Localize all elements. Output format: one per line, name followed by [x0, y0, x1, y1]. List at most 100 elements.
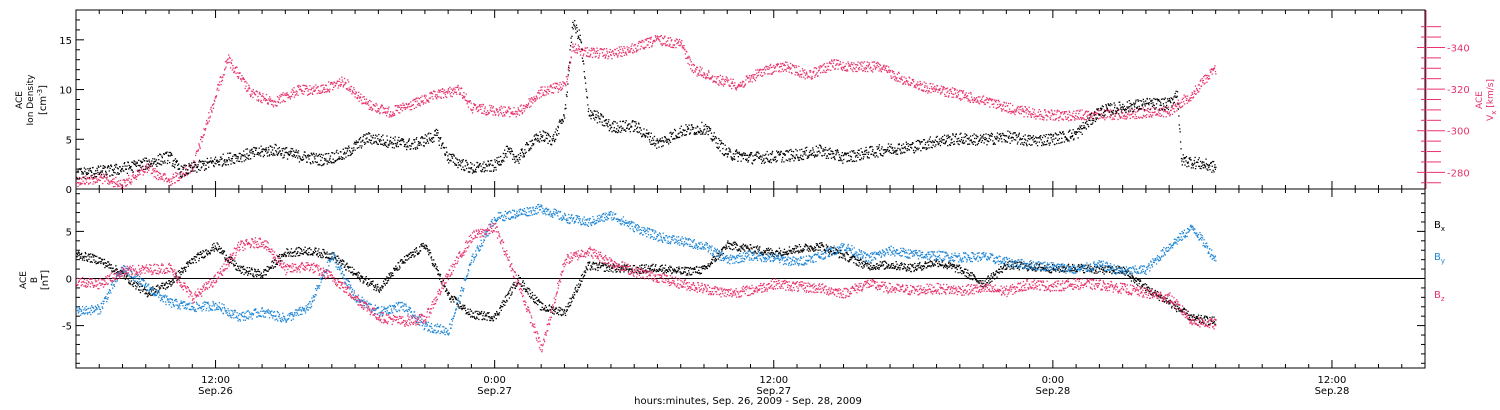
density-series-dot — [92, 166, 94, 169]
velocity-series-dot — [816, 72, 818, 74]
density-series-dot — [493, 166, 495, 169]
velocity-series-dot — [777, 63, 779, 66]
velocity-series-dot — [331, 82, 333, 84]
density-series-dot — [81, 173, 83, 175]
velocity-series-dot — [893, 73, 895, 75]
density-series-dot — [679, 127, 681, 130]
density-series-dot — [560, 122, 562, 124]
density-series-dot — [663, 141, 665, 143]
density-series-dot — [176, 159, 178, 162]
velocity-series-dot — [957, 94, 960, 96]
velocity-series-dot — [795, 66, 798, 68]
density-series-dot — [685, 134, 687, 136]
velocity-series-dot — [742, 80, 744, 82]
velocity-series-dot — [888, 71, 891, 73]
density-series-dot — [165, 152, 168, 154]
velocity-series-dot — [439, 89, 441, 91]
velocity-series-dot — [145, 166, 148, 169]
velocity-series-dot — [231, 69, 233, 71]
velocity-series-dot — [954, 89, 956, 91]
density-series-dot — [837, 150, 839, 152]
density-series-dot — [705, 125, 708, 128]
density-series-dot — [963, 142, 965, 145]
velocity-series-dot — [1166, 111, 1168, 113]
density-series-dot — [365, 138, 367, 140]
velocity-series-dot — [113, 178, 115, 180]
velocity-series-dot — [662, 38, 665, 40]
velocity-series-dot — [219, 81, 221, 83]
density-series-dot — [546, 134, 548, 136]
density-series-dot — [146, 168, 148, 170]
velocity-series-dot — [487, 113, 489, 115]
density-series-dot — [270, 151, 272, 153]
velocity-series-dot — [206, 123, 208, 125]
velocity-series-dot — [986, 101, 988, 104]
density-series-dot — [418, 144, 420, 146]
density-series-dot — [392, 143, 394, 145]
velocity-series-dot — [1059, 116, 1061, 119]
density-series-dot — [480, 165, 482, 167]
velocity-series-dot — [701, 67, 703, 69]
density-series-dot — [254, 153, 256, 156]
velocity-series-dot — [295, 94, 297, 96]
density-series-dot — [92, 176, 95, 179]
density-series-dot — [900, 151, 902, 153]
velocity-series-dot — [979, 96, 981, 98]
density-series-dot — [766, 158, 769, 160]
velocity-series-dot — [628, 51, 630, 53]
density-series-dot — [811, 154, 813, 156]
velocity-series-dot — [442, 90, 444, 93]
density-series-dot — [674, 129, 677, 132]
velocity-series-dot — [152, 169, 154, 171]
velocity-series-dot — [96, 181, 98, 183]
velocity-series-dot — [209, 115, 211, 117]
density-series-dot — [585, 90, 588, 92]
density-series-dot — [1057, 134, 1060, 136]
velocity-series-dot — [321, 84, 323, 86]
density-series-dot — [231, 160, 233, 162]
velocity-series-dot — [197, 149, 200, 151]
density-series-dot — [956, 138, 958, 140]
velocity-series-dot — [806, 77, 809, 79]
density-series-dot — [755, 153, 757, 155]
density-series-dot — [1041, 144, 1043, 147]
density-series-dot — [350, 154, 352, 156]
density-series-dot — [863, 156, 865, 158]
density-series-dot — [971, 141, 973, 143]
density-series-dot — [955, 133, 957, 135]
density-series-dot — [755, 154, 757, 156]
velocity-series-dot — [154, 168, 156, 170]
density-series-dot — [247, 157, 249, 160]
velocity-series-dot — [743, 86, 745, 88]
density-series-dot — [380, 143, 382, 145]
density-series-dot — [323, 164, 325, 166]
velocity-series-dot — [596, 47, 598, 49]
velocity-series-dot — [786, 67, 789, 69]
velocity-series-dot — [824, 65, 826, 68]
velocity-series-dot — [749, 80, 751, 83]
density-series-dot — [763, 158, 765, 160]
velocity-series-dot — [490, 107, 492, 109]
density-series-dot — [1006, 141, 1009, 143]
density-series-dot — [375, 140, 377, 142]
density-series-dot — [1026, 140, 1029, 142]
velocity-series-dot — [286, 94, 289, 96]
density-series-dot — [858, 153, 860, 155]
velocity-series-dot — [443, 92, 445, 94]
velocity-series-dot — [250, 94, 252, 97]
density-series-dot — [1035, 136, 1037, 138]
velocity-series-dot — [556, 82, 558, 84]
density-series-dot — [103, 167, 105, 169]
velocity-series-dot — [354, 93, 357, 95]
density-series-dot — [818, 144, 821, 146]
density-series-dot — [541, 136, 543, 138]
density-series-dot — [375, 142, 378, 144]
velocity-series-dot — [503, 106, 505, 108]
density-series-dot — [885, 150, 888, 153]
velocity-series-dot — [565, 85, 567, 87]
density-series-dot — [917, 139, 920, 142]
density-series-dot — [822, 150, 824, 152]
density-series-dot — [659, 140, 661, 142]
density-series-dot — [551, 140, 554, 142]
density-series-dot — [169, 155, 171, 157]
